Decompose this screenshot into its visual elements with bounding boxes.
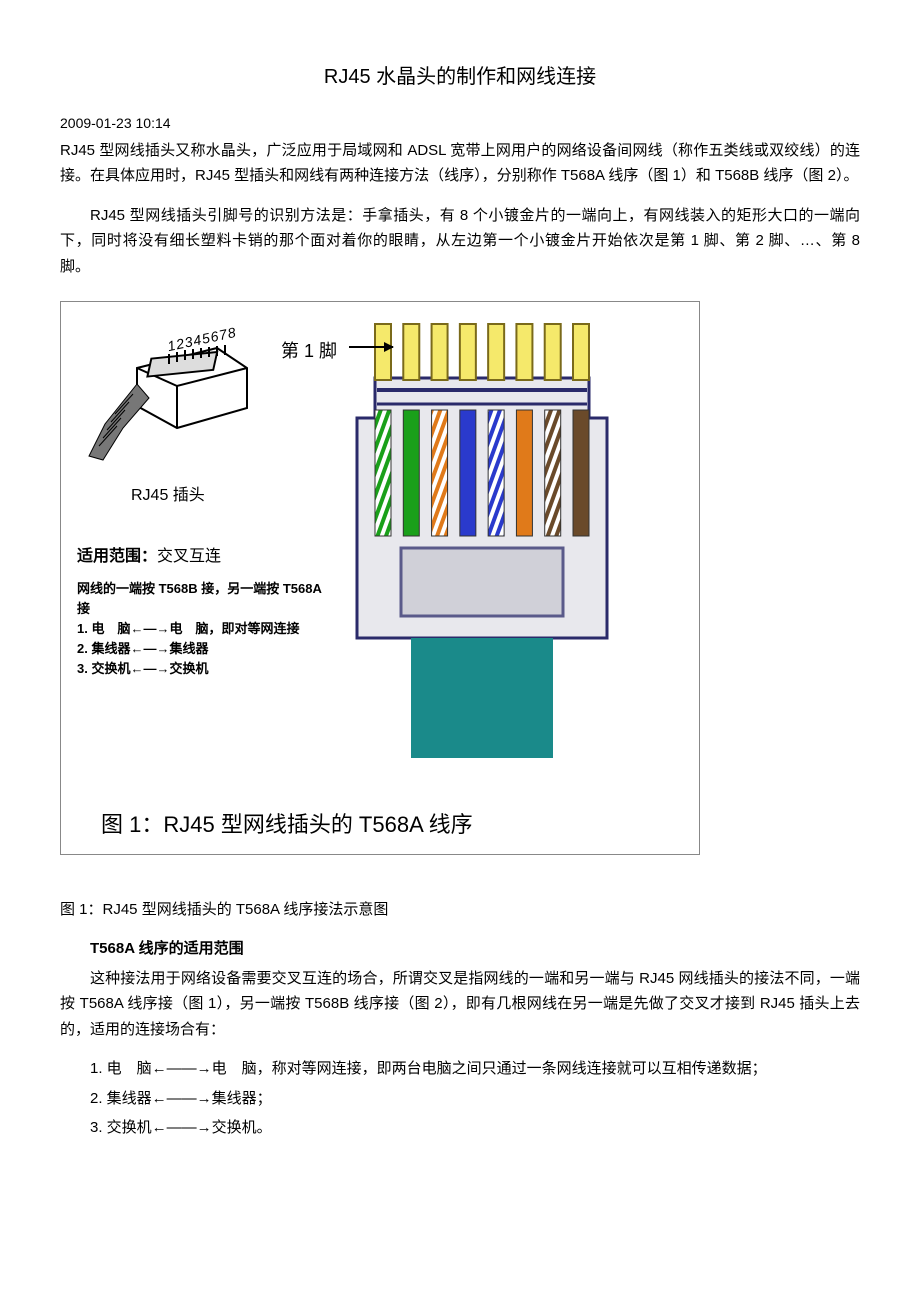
scope-title: 适用范围：交叉互连 — [77, 543, 327, 570]
section-heading: T568A 线序的适用范围 — [60, 936, 860, 962]
figure-1: 12345678 — [60, 301, 700, 854]
list-item-1: 1. 电 脑←——→电 脑，称对等网连接，即两台电脑之间只通过一条网线连接就可以… — [60, 1056, 860, 1082]
list-item-2: 2. 集线器←——→集线器； — [60, 1086, 860, 1112]
list-item-3: 3. 交换机←——→交换机。 — [60, 1115, 860, 1141]
paragraph-3: 这种接法用于网络设备需要交叉互连的场合，所谓交叉是指网线的一端和另一端与 RJ4… — [60, 966, 860, 1043]
timestamp: 2009-01-23 10:14 — [60, 112, 860, 136]
figure-caption-below: 图 1：RJ45 型网线插头的 T568A 线序接法示意图 — [60, 897, 860, 923]
scope-line-1: 网线的一端按 T568B 接，另一端按 T568A 接 — [77, 579, 327, 619]
scope-title-b: 交叉互连 — [157, 548, 221, 565]
pin1-label: 第 1 脚 — [281, 336, 337, 367]
scope-title-a: 适用范围： — [77, 548, 157, 565]
rj45-connector-diagram — [327, 318, 637, 788]
page-title: RJ45 水晶头的制作和网线连接 — [60, 60, 860, 94]
pin1-arrow-icon — [349, 346, 393, 348]
figure-caption-inside: 图 1：RJ45 型网线插头的 T568A 线序 — [101, 806, 683, 843]
scope-line-4: 3. 交换机←—→交换机 — [77, 659, 327, 679]
rj45-plug-sketch: 12345678 — [77, 328, 267, 478]
scope-list: 网线的一端按 T568B 接，另一端按 T568A 接 1. 电 脑←—→电 脑… — [77, 579, 327, 680]
plug-label: RJ45 插头 — [131, 482, 327, 509]
scope-line-2: 1. 电 脑←—→电 脑，即对等网连接 — [77, 619, 327, 639]
scope-line-3: 2. 集线器←—→集线器 — [77, 639, 327, 659]
paragraph-2: RJ45 型网线插头引脚号的识别方法是：手拿插头，有 8 个小镀金片的一端向上，… — [60, 203, 860, 280]
paragraph-1: RJ45 型网线插头又称水晶头，广泛应用于局域网和 ADSL 宽带上网用户的网络… — [60, 138, 860, 189]
